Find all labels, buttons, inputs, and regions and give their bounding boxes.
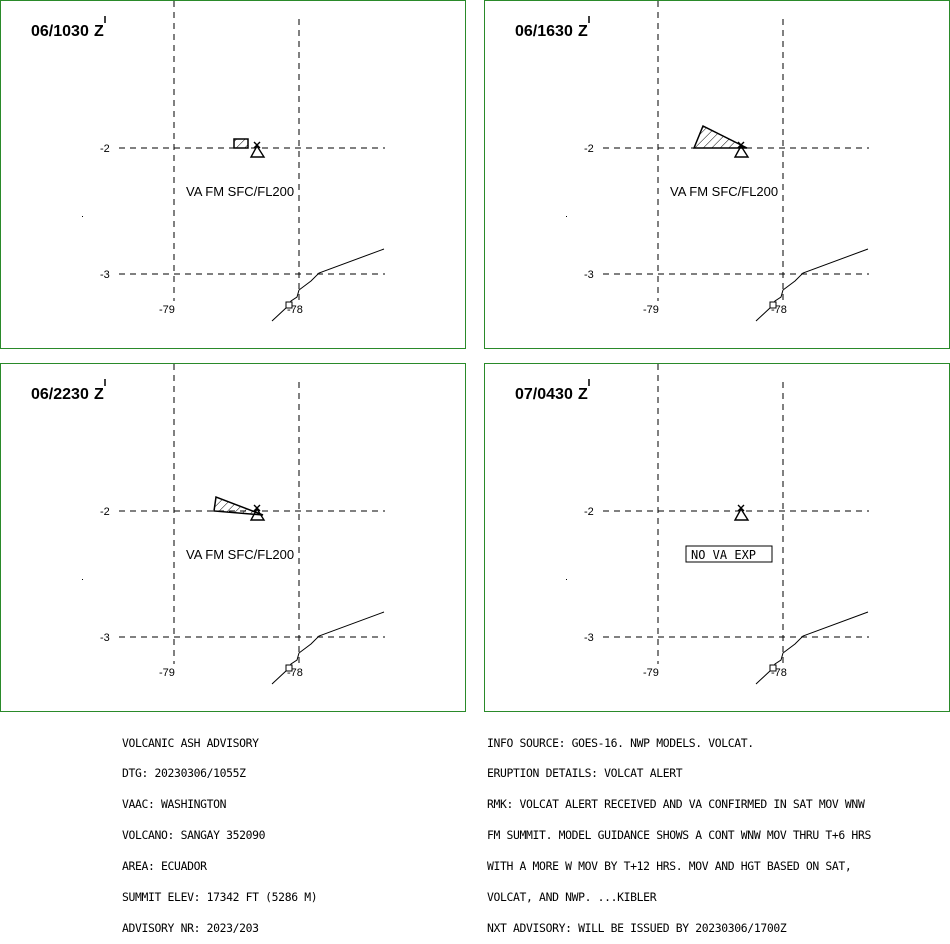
forecast-time-title: 06/1630 xyxy=(515,23,573,40)
longitude-label: -79 xyxy=(159,304,175,316)
advisory-header-text: VOLCANIC ASH ADVISORY DTG: 20230306/1055… xyxy=(122,717,318,944)
ash-cloud-area xyxy=(692,124,748,149)
latitude-label: -2 xyxy=(584,506,594,518)
advisory-line: DTG: 20230306/1055Z xyxy=(122,766,246,781)
latitude-label: -2 xyxy=(100,506,110,518)
volcano-summit-marker xyxy=(253,141,261,149)
advisory-line: INFO SOURCE: GOES-16. NWP MODELS. VOLCAT… xyxy=(487,735,754,750)
map-speck xyxy=(82,216,83,217)
advisory-line: NXT ADVISORY: WILL BE ISSUED BY 20230306… xyxy=(487,920,787,935)
zulu-suffix: Z xyxy=(94,23,104,40)
advisory-line: RMK: VOLCAT ALERT RECEIVED AND VA CONFIR… xyxy=(487,797,865,812)
forecast-time-title: 06/1030 xyxy=(31,23,89,40)
forecast-time-title: 06/2230 xyxy=(31,386,89,403)
ash-height-label: VA FM SFC/FL200 xyxy=(186,547,294,562)
volcano-icon xyxy=(249,144,266,158)
volcano-icon xyxy=(733,507,750,521)
ash-cloud-area xyxy=(213,495,264,516)
advisory-line: ERUPTION DETAILS: VOLCAT ALERT xyxy=(487,766,683,781)
latitude-label: -2 xyxy=(100,143,110,155)
zulu-suffix: Z xyxy=(578,23,588,40)
latitude-label: -3 xyxy=(100,269,110,281)
map-speck xyxy=(82,579,83,580)
advisory-line: FM SUMMIT. MODEL GUIDANCE SHOWS A CONT W… xyxy=(487,828,871,843)
advisory-line: VOLCANIC ASH ADVISORY xyxy=(122,735,259,750)
no-ash-label-box xyxy=(685,545,773,563)
no-ash-label: NO VA EXP xyxy=(691,548,756,562)
advisory-line: VOLCAT, AND NWP. ...KIBLER xyxy=(487,890,657,905)
ash-height-label: VA FM SFC/FL200 xyxy=(186,184,294,199)
volcano-icon xyxy=(733,144,750,158)
zulu-suffix: Z xyxy=(578,386,588,403)
latitude-label: -3 xyxy=(584,632,594,644)
volcano-summit-marker xyxy=(253,504,261,512)
latitude-label: -2 xyxy=(584,143,594,155)
advisory-line: AREA: ECUADOR xyxy=(122,859,207,874)
forecast-panel-t0: -2 -3 -79 -78 06/1030 Z VA FM SFC/FL200 xyxy=(0,0,466,349)
forecast-panel-t6: -2 -3 -79 -78 06/1630 Z VA FM SFC/FL200 xyxy=(484,0,950,349)
advisory-line: WITH A MORE W MOV BY T+12 HRS. MOV AND H… xyxy=(487,859,852,874)
volcano-summit-marker xyxy=(737,504,745,512)
longitude-label: -79 xyxy=(159,667,175,679)
advisory-line: SUMMIT ELEV: 17342 FT (5286 M) xyxy=(122,890,318,905)
advisory-line: VOLCANO: SANGAY 352090 xyxy=(122,828,266,843)
longitude-label: -79 xyxy=(643,304,659,316)
advisory-line: ADVISORY NR: 2023/203 xyxy=(122,920,259,935)
advisory-remarks-text: INFO SOURCE: GOES-16. NWP MODELS. VOLCAT… xyxy=(487,717,871,944)
ash-cloud-area xyxy=(233,138,249,149)
map-speck xyxy=(566,579,567,580)
ash-height-label: VA FM SFC/FL200 xyxy=(670,184,778,199)
coastline-marker xyxy=(285,301,293,309)
coastline-marker xyxy=(285,664,293,672)
forecast-panel-t12: -2 -3 -79 -78 06/2230 Z VA FM SFC/FL200 xyxy=(0,363,466,712)
coastline-marker xyxy=(769,301,777,309)
latitude-label: -3 xyxy=(584,269,594,281)
latitude-label: -3 xyxy=(100,632,110,644)
zulu-suffix: Z xyxy=(94,386,104,403)
forecast-panel-t18: -2 -3 -79 -78 07/0430 Z NO VA EXP xyxy=(484,363,950,712)
coastline-marker xyxy=(769,664,777,672)
map-speck xyxy=(566,216,567,217)
longitude-label: -79 xyxy=(643,667,659,679)
forecast-time-title: 07/0430 xyxy=(515,386,573,403)
advisory-line: VAAC: WASHINGTON xyxy=(122,797,227,812)
